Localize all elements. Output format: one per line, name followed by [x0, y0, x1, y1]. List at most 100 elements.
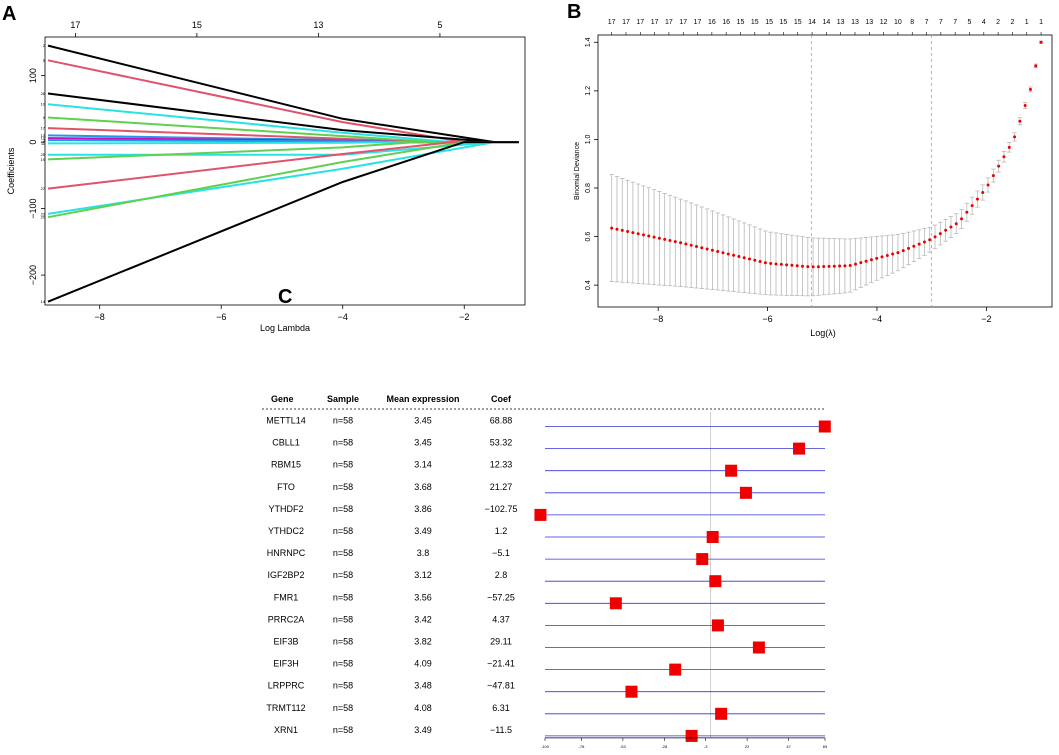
cell-gene: RBM15 [271, 460, 301, 470]
panel-b-top-tick-label: 15 [794, 19, 802, 26]
panel-b-point [832, 264, 836, 268]
panel-a-top-tick-label: 15 [192, 20, 202, 30]
cell-sample: n=58 [333, 659, 353, 669]
panel-b-xlabel: Log(λ) [810, 328, 836, 338]
panel-a-series-label-17: 17 [41, 126, 46, 131]
panel-b-point [975, 197, 979, 201]
table-row: YTHDF2 n=58 3.86 −102.75 [268, 504, 825, 521]
panel-a-top-tick-label: 5 [437, 20, 442, 30]
panel-b-point [875, 256, 879, 260]
panel-c-xtick-label: -100 [541, 744, 550, 749]
cell-mean-expression: 3.48 [414, 681, 432, 691]
panel-b-point [1023, 104, 1027, 108]
panel-b-top-tick-label: 13 [851, 19, 859, 26]
panel-b-top-tick-label: 13 [837, 19, 845, 26]
panel-b-top-tick-label: 4 [982, 19, 986, 26]
panel-a-ylabel: Coefficients [6, 147, 16, 194]
panel-b-cv-curve: −8 −6 −4 −20.40.60.81.01.21.417 17 17 17 17 17 17… [574, 19, 1053, 338]
coef-marker [625, 685, 638, 698]
cell-sample: n=58 [333, 637, 353, 647]
panel-a-series-label-19: 19 [41, 157, 46, 162]
panel-c-xtick-label: 69 [823, 744, 828, 749]
panel-b-plot [609, 35, 1044, 307]
cell-coef: 12.33 [490, 460, 513, 470]
panel-c-label: C [278, 286, 292, 308]
panel-b-top-tick-label: 15 [751, 19, 759, 26]
panel-a-top-tick-label: 13 [313, 20, 323, 30]
cell-mean-expression: 3.56 [414, 592, 432, 602]
table-row: METTL14 n=58 3.45 68.88 [266, 416, 831, 433]
panel-a-series-label-3: 3 [43, 138, 46, 143]
panel-b-point [679, 241, 683, 245]
cell-mean-expression: 3.86 [414, 504, 432, 514]
cell-coef: 6.31 [492, 703, 510, 713]
coef-marker [752, 641, 765, 654]
panel-b-point [663, 237, 667, 241]
panel-b-top-tick-label: 14 [808, 19, 816, 26]
table-row: HNRNPC n=58 3.8 −5.1 [267, 548, 825, 566]
panel-b-point [641, 233, 645, 237]
panel-b-point [944, 228, 948, 232]
panel-b-point [742, 256, 746, 260]
cell-gene: YTHDC2 [268, 526, 304, 536]
panel-a-series-label-12: 12 [41, 136, 46, 141]
panel-b-ytick-label: 0.6 [585, 232, 592, 242]
panel-b-point [726, 252, 730, 256]
panel-c-axis: -100 -78 -53 -28 -3 22 47 69 [541, 737, 828, 749]
panel-b-top-tick-label: 17 [665, 19, 673, 26]
panel-a-series-label-20: 20 [41, 215, 46, 220]
panel-b-point [880, 255, 884, 259]
panel-b-point [774, 262, 778, 266]
cell-gene: METTL14 [266, 416, 306, 426]
panel-a-xtick-label: −8 [95, 312, 105, 322]
cell-coef: 1.2 [495, 526, 508, 536]
panel-a-series-label-25: 25 [41, 152, 46, 157]
panel-a-ytick-label: −200 [28, 265, 38, 285]
panel-c-xtick-label: -3 [704, 744, 708, 749]
panel-c-xtick-label: -53 [620, 744, 627, 749]
cell-sample: n=58 [333, 460, 353, 470]
panel-b-ylabel: Binomial Deviance [574, 142, 581, 200]
cell-sample: n=58 [333, 614, 353, 624]
panel-b-point [647, 234, 651, 238]
panel-b-frame [597, 34, 1053, 308]
panel-a-series-label-5: 5 [43, 58, 46, 63]
panel-b-point [620, 228, 624, 232]
panel-b-top-tick-label: 7 [939, 19, 943, 26]
cell-sample: n=58 [333, 548, 353, 558]
panel-b-point [779, 262, 783, 266]
panel-b-point [928, 238, 932, 242]
cell-sample: n=58 [333, 725, 353, 735]
panel-a-series-label-10: 10 [41, 102, 46, 107]
cell-coef: 68.88 [490, 416, 513, 426]
cell-mean-expression: 3.42 [414, 614, 432, 624]
cell-mean-expression: 3.14 [414, 460, 432, 470]
panel-b-point [705, 247, 709, 251]
panel-c-rows: METTL14 n=58 3.45 68.88 CBLL1 n=58 3.45 53.32 RB… [266, 412, 831, 742]
table-row: FTO n=58 3.68 21.27 [277, 482, 825, 499]
panel-b-label: B [567, 1, 581, 23]
panel-b-point [716, 249, 720, 253]
panel-b-xtick-label: −6 [762, 314, 772, 324]
panel-b-point [1002, 155, 1006, 159]
table-row: TRMT112 n=58 4.08 6.31 [266, 703, 825, 720]
table-row: PRRC2A n=58 3.42 4.37 [268, 614, 825, 632]
coef-marker [739, 486, 752, 499]
cell-gene: HNRNPC [267, 548, 306, 558]
panel-b-point [933, 235, 937, 239]
panel-b-point [710, 248, 714, 252]
panel-b-top-tick-label: 15 [765, 19, 773, 26]
cell-gene: EIF3B [273, 637, 298, 647]
cell-sample: n=58 [333, 526, 353, 536]
panel-b-xtick-label: −2 [981, 314, 991, 324]
coef-marker [709, 575, 722, 588]
panel-a-series-label-9: 9 [43, 115, 46, 120]
panel-b-point [869, 258, 873, 262]
column-header-sample: Sample [327, 394, 359, 404]
table-row: IGF2BP2 n=58 3.12 2.8 [267, 570, 825, 588]
coef-marker [696, 553, 709, 566]
table-row: RBM15 n=58 3.14 12.33 [271, 460, 825, 477]
table-row: LRPPRC n=58 3.48 −47.81 [268, 681, 825, 698]
panel-b-point [668, 239, 672, 243]
cell-coef: −47.81 [487, 681, 515, 691]
